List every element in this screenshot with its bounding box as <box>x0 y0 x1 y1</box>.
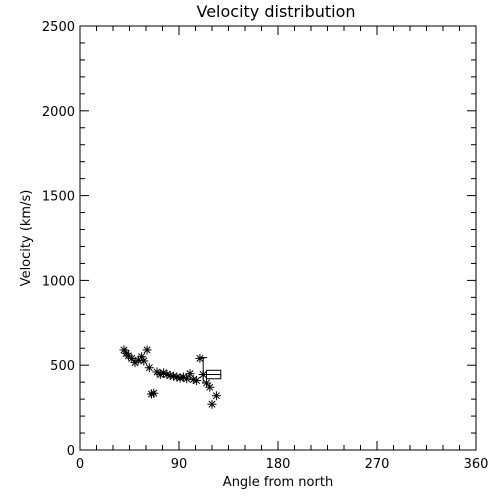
x-tick-label: 270 <box>365 457 390 472</box>
x-tick-label: 360 <box>464 457 489 472</box>
data-point <box>205 382 215 392</box>
y-axis-label: Velocity (km/s) <box>19 190 34 287</box>
x-axis-label: Angle from north <box>223 475 333 490</box>
y-tick-label: 0 <box>67 444 75 459</box>
data-point <box>149 388 159 398</box>
data-point <box>211 391 221 401</box>
data-point <box>207 399 217 409</box>
y-tick-label: 1500 <box>42 190 75 205</box>
y-tick-label: 500 <box>50 359 75 374</box>
data-point <box>195 353 205 363</box>
x-tick-label: 180 <box>266 457 291 472</box>
data-point <box>144 363 154 373</box>
data-point <box>198 370 208 380</box>
data-point <box>185 369 195 379</box>
x-axis-tick-labels: 0 90 180 270 360 <box>76 457 489 472</box>
plot-frame <box>79 25 477 451</box>
x-axis-ticks <box>79 26 477 450</box>
data-point <box>182 374 192 384</box>
data-point <box>192 375 202 385</box>
x-tick-label: 0 <box>76 457 84 472</box>
chart-title: Velocity distribution <box>196 2 355 21</box>
data-point <box>139 356 149 366</box>
y-axis-ticks <box>80 25 476 451</box>
data-points <box>119 345 221 409</box>
data-point <box>172 372 182 382</box>
x-tick-label: 90 <box>171 457 188 472</box>
y-tick-label: 2000 <box>42 105 75 120</box>
y-tick-label: 1000 <box>42 274 75 289</box>
y-tick-label: 2500 <box>42 20 75 35</box>
y-axis-tick-labels: 0 500 1000 1500 2000 2500 <box>42 20 75 459</box>
data-point <box>142 345 152 355</box>
